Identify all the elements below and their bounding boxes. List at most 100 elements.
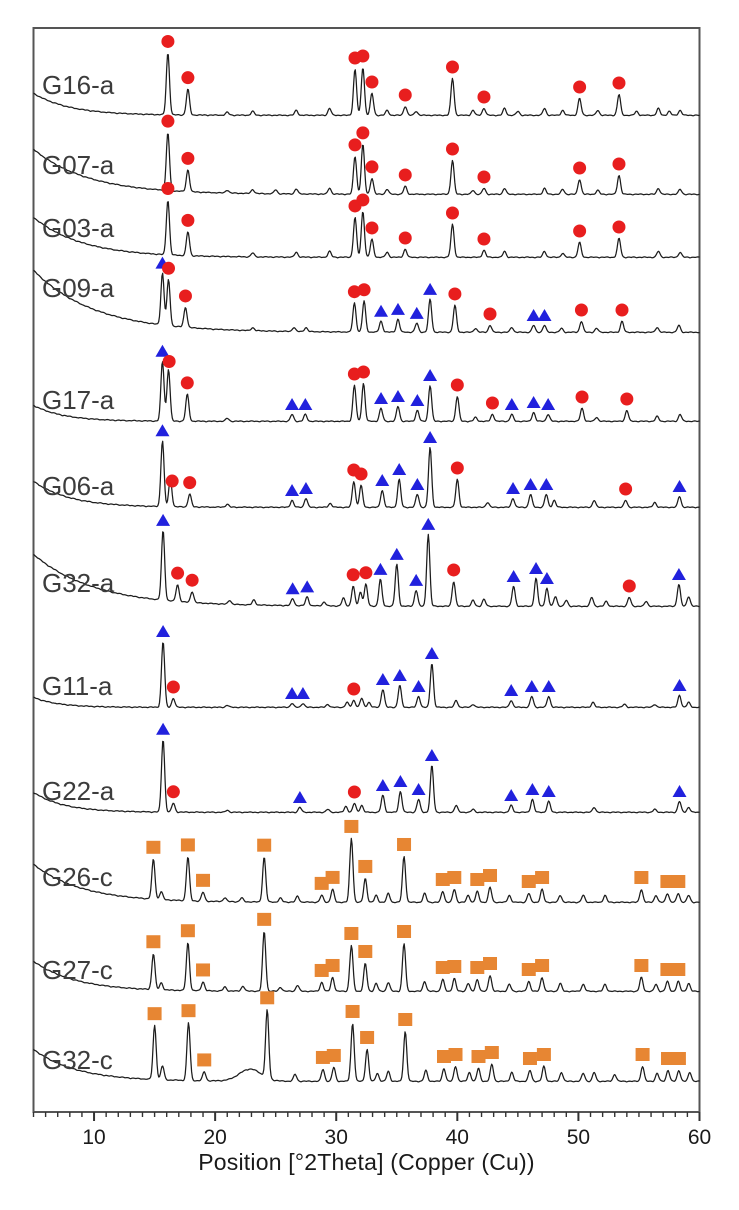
red-circle-marker <box>573 80 587 94</box>
orange-square-marker <box>146 840 161 854</box>
blue-triangle-marker <box>539 477 554 490</box>
blue-triangle-marker <box>537 308 552 321</box>
red-circle-marker <box>622 579 636 593</box>
trace-label: G17-a <box>42 385 115 415</box>
blue-triangle-marker <box>529 561 544 574</box>
orange-square-marker <box>358 944 373 958</box>
orange-square-marker <box>257 838 272 852</box>
orange-square-marker <box>448 1047 463 1061</box>
x-axis-title: Position [°2Theta] (Copper (Cu)) <box>198 1149 535 1175</box>
blue-triangle-marker <box>156 722 171 735</box>
blue-triangle-marker <box>389 547 404 560</box>
red-circle-marker <box>161 34 175 48</box>
trace-label: G11-a <box>42 671 113 701</box>
orange-square-marker <box>326 1048 341 1062</box>
red-circle-marker <box>161 114 175 128</box>
blue-triangle-marker <box>506 481 521 494</box>
blue-triangle-marker <box>390 389 405 402</box>
orange-square-marker <box>344 819 359 833</box>
red-circle-marker <box>620 392 634 406</box>
red-circle-marker <box>573 161 587 175</box>
orange-square-marker <box>314 876 329 890</box>
blue-triangle-marker <box>390 302 405 315</box>
blue-triangle-marker <box>156 513 171 526</box>
x-tick-label: 30 <box>325 1126 348 1149</box>
blue-triangle-marker <box>285 483 300 496</box>
orange-square-marker <box>447 959 462 973</box>
blue-triangle-marker <box>424 647 439 659</box>
blue-triangle-marker <box>409 573 424 586</box>
red-circle-marker <box>445 142 459 156</box>
blue-triangle-marker <box>285 397 300 410</box>
x-tick-label: 20 <box>203 1126 226 1149</box>
red-circle-marker <box>365 160 379 174</box>
orange-square-marker <box>535 870 550 884</box>
blue-triangle-marker <box>523 477 538 490</box>
blue-triangle-marker <box>504 398 519 410</box>
trace-label: G16-a <box>42 70 115 100</box>
red-circle-marker <box>483 307 497 321</box>
red-circle-marker <box>445 206 459 220</box>
red-circle-marker <box>398 231 412 245</box>
x-axis-ticks: 10 20 30 40 50 60 <box>32 1112 711 1149</box>
red-circle-marker <box>178 289 192 303</box>
blue-triangle-marker <box>411 680 426 692</box>
orange-square-marker <box>660 874 675 888</box>
blue-triangle-marker <box>525 783 540 795</box>
red-circle-marker <box>573 224 587 238</box>
red-circle-marker <box>162 261 176 275</box>
blue-triangle-marker <box>541 680 556 692</box>
red-circle-marker <box>356 193 370 207</box>
red-circle-marker <box>450 461 464 475</box>
diffraction-curve <box>33 269 700 334</box>
trace-G16-a: G16-a <box>33 34 700 117</box>
orange-square-marker <box>671 1052 686 1065</box>
blue-triangle-marker <box>541 398 556 410</box>
orange-square-marker <box>397 924 412 938</box>
trace-label: G32-c <box>42 1045 113 1075</box>
trace-label: G07-a <box>42 150 115 180</box>
red-circle-marker <box>180 376 194 390</box>
orange-square-marker <box>522 1051 537 1065</box>
orange-square-marker <box>147 1007 162 1021</box>
diffraction-curve <box>33 360 700 423</box>
blue-triangle-marker <box>671 567 686 580</box>
diffraction-curve <box>33 133 700 196</box>
red-circle-marker <box>398 168 412 182</box>
x-tick-label: 50 <box>567 1126 590 1149</box>
diffraction-curve <box>33 932 700 993</box>
blue-triangle-marker <box>423 430 438 443</box>
red-circle-marker <box>359 566 373 580</box>
orange-square-marker <box>315 1050 330 1064</box>
blue-triangle-marker <box>424 748 439 761</box>
diffraction-curve <box>33 54 700 117</box>
orange-square-marker <box>635 1048 650 1061</box>
orange-square-marker <box>197 1053 212 1067</box>
blue-triangle-marker <box>392 669 407 681</box>
orange-square-marker <box>484 1045 499 1059</box>
trace-G26-c: G26-c <box>33 819 700 904</box>
red-circle-marker <box>398 88 412 102</box>
orange-square-marker <box>483 956 498 970</box>
red-circle-marker <box>612 76 626 90</box>
x-tick-label: 10 <box>82 1126 105 1149</box>
blue-triangle-marker <box>375 473 390 486</box>
red-circle-marker <box>448 287 462 301</box>
blue-triangle-marker <box>506 569 521 582</box>
orange-square-marker <box>521 962 536 976</box>
diffraction-curve <box>33 740 700 814</box>
orange-square-marker <box>398 1012 413 1026</box>
orange-square-marker <box>397 837 412 851</box>
blue-triangle-marker <box>300 580 315 593</box>
red-circle-marker <box>575 390 589 404</box>
red-circle-marker <box>347 785 361 799</box>
trace-G22-a: G22-a <box>33 722 700 814</box>
blue-triangle-marker <box>392 462 407 475</box>
blue-triangle-marker <box>285 686 300 699</box>
trace-label: G09-a <box>42 273 115 303</box>
orange-square-marker <box>535 958 550 972</box>
red-circle-marker <box>612 220 626 234</box>
red-circle-marker <box>612 157 626 171</box>
red-circle-marker <box>183 476 197 490</box>
orange-square-marker <box>661 1052 676 1065</box>
